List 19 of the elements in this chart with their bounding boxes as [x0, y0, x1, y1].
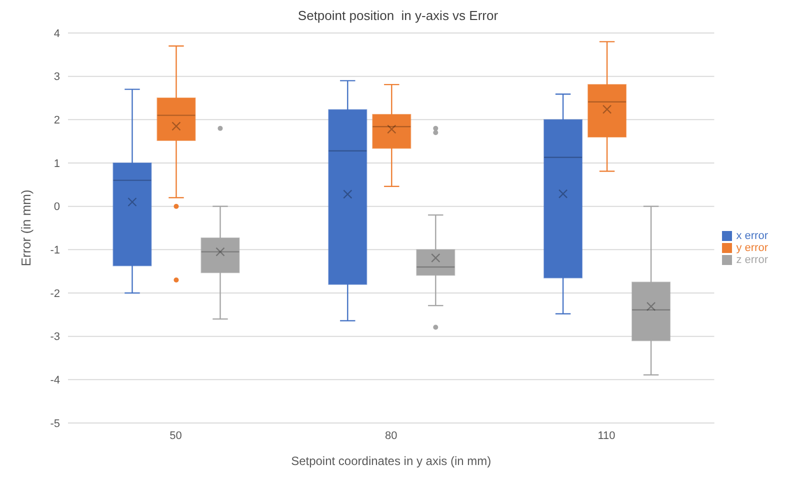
legend-label: x error [736, 230, 768, 242]
x-tick-label: 110 [598, 430, 616, 442]
y-axis-title: Error (in mm) [18, 190, 34, 266]
y-tick-label: 0 [54, 201, 60, 214]
x-tick-label: 80 [384, 430, 398, 442]
y-tick-label: 3 [54, 71, 60, 84]
y-tick-label: -4 [50, 374, 60, 387]
y-tick-label: 4 [54, 28, 60, 40]
y-tick-label: -2 [50, 288, 60, 300]
x-axis-title: Setpoint coordinates in y axis (in mm) [291, 454, 492, 468]
y-tick-label: -5 [50, 418, 60, 430]
y-tick-label: 1 [54, 158, 60, 170]
y-tick-label: 2 [54, 114, 60, 127]
y-tick-label: -3 [50, 331, 60, 344]
chart-title: Setpoint position in y-axis vs Error [296, 8, 500, 23]
legend-label: z error [736, 254, 768, 266]
y-tick-label: -1 [50, 244, 60, 257]
x-tick-label: 50 [170, 430, 182, 442]
legend-label: y error [736, 242, 768, 254]
